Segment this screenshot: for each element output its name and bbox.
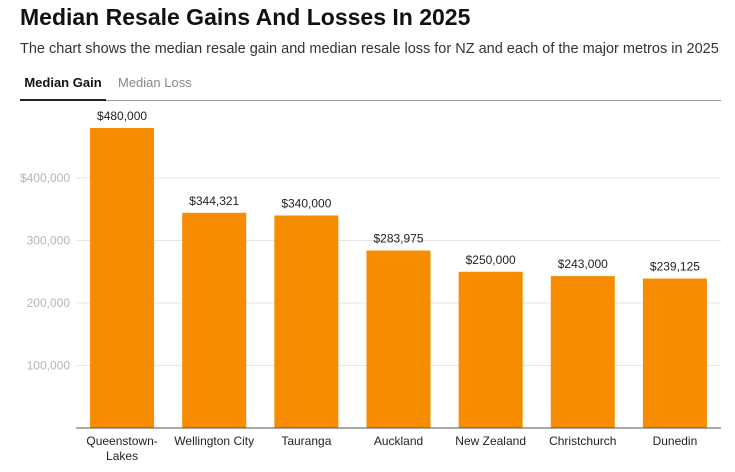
bar[interactable] [366,250,431,428]
tab-median-gain[interactable]: Median Gain [20,75,106,101]
data-label: $250,000 [466,253,516,267]
bar[interactable] [550,276,615,428]
data-label: $283,975 [373,232,423,246]
data-label: $480,000 [97,109,147,123]
data-label: $243,000 [558,257,608,271]
chart-title: Median Resale Gains And Losses In 2025 [20,4,471,30]
tab-bar: Median Gain Median Loss [20,70,721,101]
x-tick-label: New Zealand [455,434,526,448]
x-tick-label: Lakes [106,449,138,463]
y-tick-label: 200,000 [27,296,71,310]
x-tick-label: Queenstown- [86,434,157,448]
bar[interactable] [642,278,707,428]
tab-median-loss[interactable]: Median Loss [118,75,192,90]
y-tick-label: $400,000 [20,171,70,185]
data-label: $239,125 [650,260,700,274]
data-label: $340,000 [281,197,331,211]
x-tick-label: Dunedin [653,434,698,448]
y-tick-label: 300,000 [27,234,71,248]
bar[interactable] [458,271,523,428]
x-tick-label: Wellington City [174,434,254,448]
bar[interactable] [182,212,247,428]
chart-subtitle: The chart shows the median resale gain a… [20,41,719,57]
y-tick-label: 100,000 [27,359,71,373]
x-tick-label: Auckland [374,434,423,448]
bar[interactable] [90,128,155,428]
x-tick-label: Christchurch [549,434,616,448]
x-tick-label: Tauranga [281,434,331,448]
bar[interactable] [274,215,339,429]
data-label: $344,321 [189,194,239,208]
